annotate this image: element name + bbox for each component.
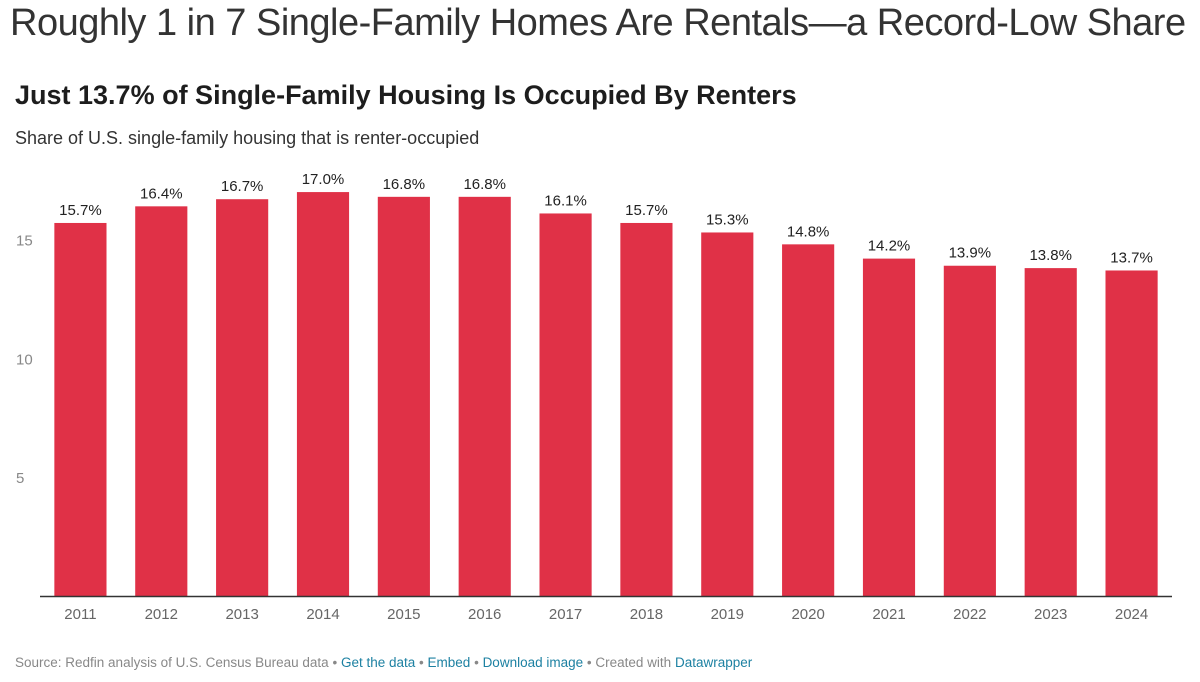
embed-link[interactable]: Embed — [427, 655, 471, 670]
bar-chart: 5 10 15 15.7% 16.4% 16.7% 17.0% 16.8% 16.8% 16.1… — [16, 171, 1172, 623]
footer: Source: Redfin analysis of U.S. Census B… — [15, 655, 752, 670]
bar-value-label: 15.3% — [706, 211, 749, 228]
bar-2020 — [782, 244, 835, 597]
x-tick-label: 2012 — [145, 606, 178, 623]
x-tick-label: 2018 — [630, 606, 663, 623]
source-text: Source: Redfin analysis of U.S. Census B… — [15, 655, 329, 670]
x-tick-label: 2015 — [387, 606, 420, 623]
datawrapper-link[interactable]: Datawrapper — [674, 655, 753, 670]
bar-value-label: 17.0% — [302, 171, 345, 188]
bar-2018 — [620, 222, 673, 596]
chart-subtitle: Share of U.S. single-family housing that… — [15, 128, 480, 148]
bar-2014 — [296, 192, 350, 596]
bar-2019 — [701, 232, 754, 596]
x-tick-label: 2017 — [549, 606, 582, 623]
bar-2017 — [539, 213, 592, 596]
separator: • — [332, 655, 338, 670]
bar-value-label: 16.7% — [221, 178, 264, 195]
bar-value-label: 16.1% — [544, 192, 587, 209]
x-tick-label: 2022 — [953, 606, 986, 623]
x-tick-label: 2013 — [225, 606, 258, 623]
bars-group — [54, 192, 1158, 597]
bar-2021 — [862, 258, 916, 596]
bar-value-label: 14.8% — [787, 223, 830, 240]
x-tick-label: 2019 — [711, 606, 744, 623]
y-tick-label: 15 — [16, 233, 33, 250]
bar-2012 — [135, 206, 188, 596]
x-tick-label: 2014 — [306, 606, 339, 623]
separator: • — [474, 655, 479, 670]
x-tick-label: 2011 — [64, 606, 96, 623]
x-tick-label: 2016 — [468, 606, 501, 623]
bar-value-label: 15.7% — [59, 202, 102, 219]
bar-value-label: 13.7% — [1110, 249, 1153, 266]
x-axis: 2011 2012 2013 2014 2015 2016 2017 2018 2019 2020… — [40, 595, 1172, 623]
separator: • — [586, 655, 592, 670]
bar-value-label: 16.4% — [140, 185, 183, 202]
bar-2016 — [458, 196, 511, 596]
bar-2022 — [943, 265, 996, 596]
bar-2024 — [1105, 270, 1158, 596]
bar-value-label: 13.9% — [949, 245, 992, 262]
chart-title: Just 13.7% of Single-Family Housing Is O… — [15, 80, 797, 110]
bar-value-label: 15.7% — [625, 202, 668, 219]
y-tick-label: 5 — [16, 470, 24, 487]
x-tick-label: 2020 — [791, 606, 824, 623]
created-with-text: Created with — [595, 655, 672, 670]
x-tick-label: 2021 — [872, 606, 905, 623]
bar-2015 — [377, 196, 430, 596]
bar-value-label: 16.8% — [463, 176, 506, 193]
download-image-link[interactable]: Download image — [482, 655, 584, 670]
headline: Roughly 1 in 7 Single-Family Homes Are R… — [10, 2, 1186, 44]
bar-2023 — [1024, 268, 1077, 596]
separator: • — [419, 655, 424, 670]
bar-value-label: 16.8% — [383, 176, 426, 193]
bar-value-labels: 15.7% 16.4% 16.7% 17.0% 16.8% 16.8% 16.1% 15.7%… — [59, 171, 1153, 266]
bar-value-label: 14.2% — [868, 238, 911, 255]
y-tick-label: 10 — [16, 351, 33, 368]
y-axis: 5 10 15 — [16, 233, 33, 488]
bar-2011 — [54, 222, 107, 596]
x-tick-label: 2024 — [1115, 606, 1148, 623]
bar-value-label: 13.8% — [1029, 247, 1072, 264]
x-tick-label: 2023 — [1034, 606, 1067, 623]
get-the-data-link[interactable]: Get the data — [340, 655, 416, 670]
bar-2013 — [216, 199, 269, 597]
